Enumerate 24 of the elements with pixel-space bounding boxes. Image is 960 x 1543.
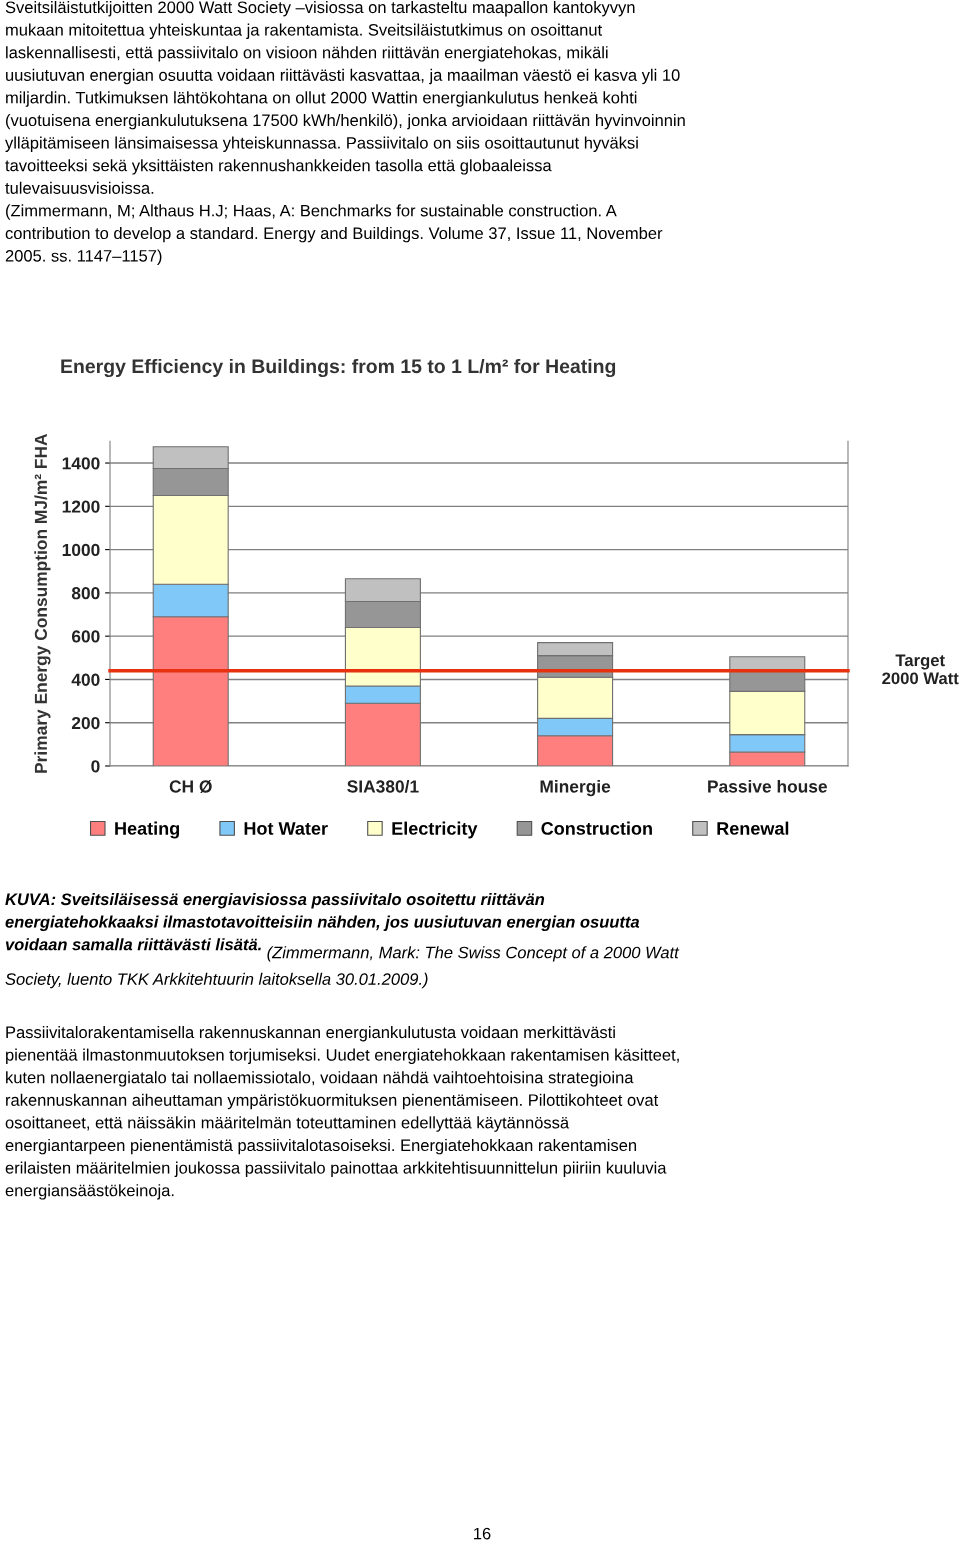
legend-label: Hot Water: [244, 822, 328, 835]
x-tick-label: Passive house: [708, 779, 828, 793]
y-tick-label: 1000: [62, 543, 100, 557]
chart-title: Energy Efficiency in Buildings: from 15 to 1 L/m² for Heating: [61, 358, 616, 378]
legend-label: Construction: [541, 821, 652, 835]
y-axis-title: Primary Energy Consumption MJ/m² FHA: [34, 433, 51, 773]
legend-label: Electricity: [392, 821, 478, 839]
x-tick-label: Minergie: [540, 779, 611, 797]
y-tick-label: 1200: [62, 500, 100, 513]
text: 16: [474, 1527, 491, 1540]
bar: [729, 656, 806, 671]
y-tick-label: 800: [71, 587, 100, 600]
text: Passiivitalorakentamisella rakennuskannan energiankulutusta voidaan merkittävästi pienentää ilmastonmuutoksen torjumiseksi. Uudet energiatehokkaan rakentamisen käsitteet, kuten nollaenergiatalo tai nollaemissiotalo, voidaan nähdä vaihtoehtoisina strategioina rakennuskannan aiheuttaman ympäristökuormituksen pienentämiseen. Pilottikohteet ovat osoittaneet, että näissäkin määritelmän toteuttaminen edellyttää käytännössä energiantarpeen pienentämistä passiivitalotasoiseksi. Energiatehokkaan rakentamisen erilaisten määritelmien joukossa passiivitalo painottaa arkkitehtisuunnittelun piiriin kuuluvia energiansäästökeinoja.: [5, 1026, 679, 1200]
ref-line-label: Target 2000 Watt: [882, 654, 959, 685]
y-tick-label: 200: [71, 716, 100, 730]
x-tick-label: CH Ø: [169, 779, 212, 794]
y-tick-label: 600: [71, 630, 100, 643]
legend-label: Heating: [115, 821, 180, 839]
y-tick-label: 400: [71, 673, 100, 686]
x-tick-label: SIA380/1: [347, 779, 419, 793]
y-tick-label: 0: [91, 760, 100, 773]
text: Sveitsiläistutkijoitten 2000 Watt Society –visiossa on tarkasteltu maapallon kantokyvyn mukaan mitoitettua yhteiskuntaa ja rakentamista. Sveitsiläistutkimus on osoittanut laskennallisesti, että passiivitalo on visioon nähden riittävän energiatehokas, mikäli uusiutuvan energian osuutta voidaan riittävästi kasvattaa, ja maailman väestö ei kasva yli 10 miljardin. Tutkimuksen lähtökohtana on ollut 2000 Wattin energiankulutus henkeä kohti (vuotuisena energiankulutuksena 17500 kWh/henkilö), jonka arvioidaan riittävän hyvinvoinnin ylläpitämiseen länsimaisessa yhteiskunnassa. Passiivitalo on siis osoittautunut hyväksi tavoitteeksi sekä yksittäisten rakennushankkeiden tasolla että globaaleissa tulevaisuusvisioissa. (Zimmermann, M; Althaus H.J; Haas, A: Benchmarks for sustainable construction. A contribution to develop a standard. Energy and Buildings. Volume 37, Issue 11, November 2005. ss. 1147–1157): [5, 1, 685, 265]
y-tick-label: 1400: [62, 457, 100, 470]
legend-label: Renewal: [717, 821, 789, 835]
